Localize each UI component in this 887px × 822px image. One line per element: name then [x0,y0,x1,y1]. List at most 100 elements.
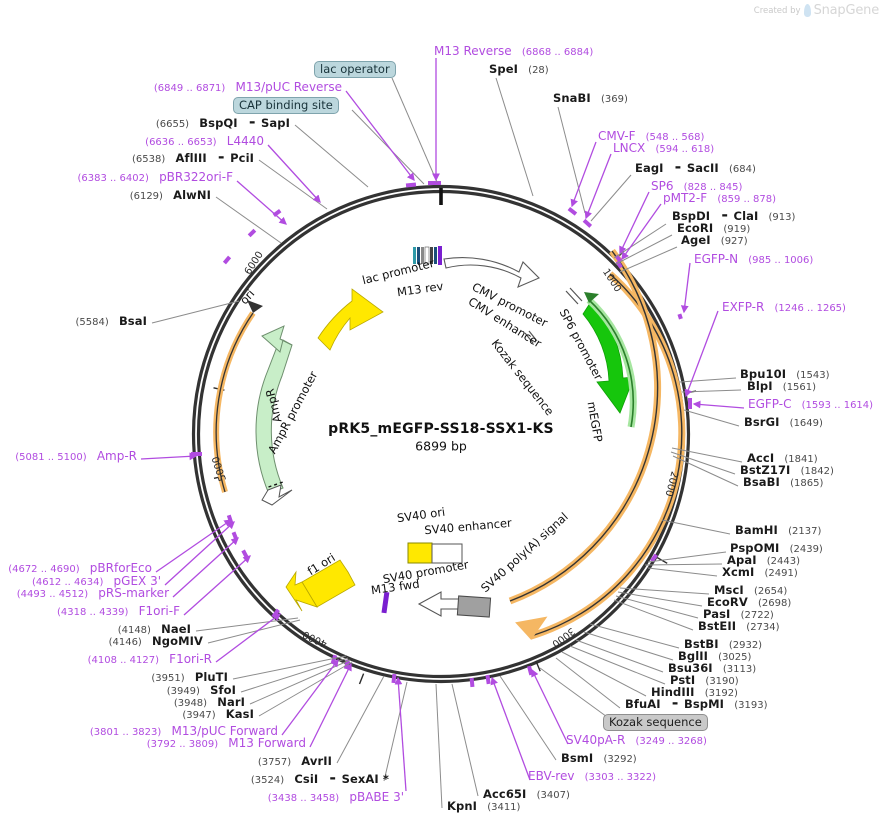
annotation-ecorv[interactable]: EcoRV (2698) [707,593,791,609]
annotation-agei[interactable]: AgeI (927) [681,231,748,247]
annotation-bspqi-sapi[interactable]: (6655) BspQI - SapI [156,114,290,130]
annotation-position: (4146) [108,637,142,648]
annotation-position: (3951) [151,673,185,684]
annotation-position: (3948) [173,698,208,709]
annotation-bsu36i[interactable]: Bsu36I (3113) [668,659,756,675]
annotation-apai[interactable]: ApaI (2443) [727,551,800,567]
annotation-exfp-r[interactable]: EXFP-R (1246 .. 1265) [722,298,846,314]
annotation-bspdi-clai[interactable]: BspDI - ClaI (913) [672,207,795,223]
annotation-bsai[interactable]: (5584) BsaI [76,312,148,328]
annotation-position: (919) [723,224,751,235]
annotation-bamhi[interactable]: BamHI (2137) [735,521,821,537]
annotation-bfuai-bspmi[interactable]: BfuAI - BspMI (3193) [625,695,768,711]
annotation-amp-r[interactable]: (5081 .. 5100) Amp-R [15,447,137,463]
annotation-msci[interactable]: MscI (2654) [714,581,787,597]
annotation-name: EcoRI [677,221,714,235]
annotation-acci[interactable]: AccI (1841) [747,449,818,465]
feature-cmv-promoter [443,257,540,288]
annotation-name: BsmI [561,751,594,765]
annotation-bglii[interactable]: BglII (3025) [678,647,751,663]
annotation-csii-sexai[interactable]: (3524) CsiI - SexAI * [251,770,389,786]
annotation-bstеii[interactable]: BstEII (2734) [698,617,780,633]
annotation-bsrgi[interactable]: BsrGI (1649) [744,413,823,429]
annotation-position: (4318 .. 4339) [57,607,129,618]
annotation-name: BglII [678,649,708,663]
annotation-afliii-pcii[interactable]: (6538) AflIII - PciI [132,149,254,165]
annotation-name: HindIII [651,685,695,699]
annotation-name: AvrII [301,754,332,768]
annotation-kasi[interactable]: (3947) KasI [182,705,254,721]
annotation-sv40pa-r[interactable]: SV40pA-R (3249 .. 3268) [566,731,707,747]
annotation-position: (3757) [257,757,292,768]
annotation-egfp-n[interactable]: EGFP-N (985 .. 1006) [694,250,813,266]
annotation-pbrforeco[interactable]: (4672 .. 4690) pBRforEco [8,559,152,575]
annotation-name: EGFP-N [694,252,739,266]
annotation-bsmi[interactable]: BsmI (3292) [561,749,637,765]
annotation-ebv-rev[interactable]: EBV-rev (3303 .. 3322) [528,767,656,783]
annotation-position: (3303 .. 3322) [584,772,657,783]
annotation-position: (4148) [117,625,151,636]
annotation-bstbi[interactable]: BstBI (2932) [684,635,762,651]
annotation-name: BstZ17I [740,463,791,477]
annotation-position: (3193) [734,700,768,711]
annotation-bsabi[interactable]: BsaBI (1865) [743,473,823,489]
annotation-avrii[interactable]: (3757) AvrII [258,752,332,768]
badge-cap-binding-site: CAP binding site [233,97,339,115]
leader-lines-primer [140,58,745,792]
annotation-pasi[interactable]: PasI (2722) [703,605,774,621]
annotation-position: (2698) [758,598,792,609]
annotation-eagi-sacii[interactable]: EagI - SacII (684) [635,159,756,175]
annotation-hindiii[interactable]: HindIII (3192) [651,683,738,699]
annotation-pbr322ori-f[interactable]: (6383 .. 6402) pBR322ori-F [77,168,233,184]
annotation-name: F1ori-R [169,652,212,666]
annotation-nari[interactable]: (3948) NarI [174,693,245,709]
annotation-l4440[interactable]: (6636 .. 6653) L4440 [145,132,264,148]
snapgene-leaf-icon [803,4,811,17]
annotation-position: (6868 .. 6884) [521,47,594,58]
annotation-pluti[interactable]: (3951) PluTI [151,668,228,684]
annotation-name: AflIII [175,151,207,165]
annotation-psti[interactable]: PstI (3190) [670,671,739,687]
annotation-lncx[interactable]: LNCX (594 .. 618) [613,139,714,155]
annotation-position: (3792 .. 3809) [146,739,219,750]
annotation-cmv-f[interactable]: CMV-F (548 .. 568) [598,127,704,143]
annotation-bstz17i[interactable]: BstZ17I (1842) [740,461,834,477]
annotation-sfoi[interactable]: (3949) SfoI [167,681,236,697]
annotation-snabi[interactable]: SnaBI (369) [553,89,628,105]
annotation-position: (1649) [789,418,823,429]
annotation-sp6[interactable]: SP6 (828 .. 845) [651,177,742,193]
annotation-m13-reverse[interactable]: M13 Reverse (6868 .. 6884) [434,42,593,58]
annotation-position: (5584) [75,317,109,328]
annotation-kpni[interactable]: KpnI (3411) [447,797,520,813]
annotation-f1ori-f[interactable]: (4318 .. 4339) F1ori-F [57,602,180,618]
annotation-name: M13/pUC Reverse [235,80,343,94]
annotation-name: EcoRV [707,595,748,609]
annotation-ecori[interactable]: EcoRI (919) [677,219,750,235]
annotation-xcmi[interactable]: XcmI (2491) [722,563,798,579]
annotation-ngomiv[interactable]: (4146) NgoMIV [109,632,203,648]
annotation-blpi[interactable]: BlpI (1561) [747,377,816,393]
annotation-m13-puc-forward[interactable]: (3801 .. 3823) M13/pUC Forward [90,722,278,738]
annotation-name: EXFP-R [722,300,765,314]
annotation-f1ori-r[interactable]: (4108 .. 4127) F1ori-R [88,650,212,666]
annotation-position: (6129) [129,191,163,202]
annotation-name: BsaI [118,314,147,328]
annotation-name: CMV-F [598,129,636,143]
annotation-name: SnaBI [553,91,591,105]
annotation-pspomi[interactable]: PspOMI (2439) [730,539,823,555]
annotation-acc65i[interactable]: Acc65I (3407) [483,785,570,801]
annotation-position: (3411) [487,802,521,813]
annotation-position: (2654) [753,586,788,597]
annotation-pgex-3[interactable]: (4612 .. 4634) pGEX 3' [32,572,161,588]
annotation-pbabe-3[interactable]: (3438 .. 3458) pBABE 3' [268,788,404,804]
annotation-naei[interactable]: (4148) NaeI [118,620,191,636]
annotation-prs-marker[interactable]: (4493 .. 4512) pRS-marker [17,584,169,600]
annotation-name: KasI [225,707,254,721]
annotation-m13-puc-reverse[interactable]: (6849 .. 6871) M13/pUC Reverse [154,78,342,94]
annotation-bpu10i[interactable]: Bpu10I (1543) [740,365,830,381]
annotation-spei[interactable]: SpeI (28) [489,60,549,76]
annotation-pmt2-f[interactable]: pMT2-F (859 .. 878) [663,189,776,205]
annotation-m13-forward[interactable]: (3792 .. 3809) M13 Forward [147,734,306,750]
annotation-alwni[interactable]: (6129) AlwNI [130,186,211,202]
annotation-egfp-c[interactable]: EGFP-C (1593 .. 1614) [748,395,873,411]
